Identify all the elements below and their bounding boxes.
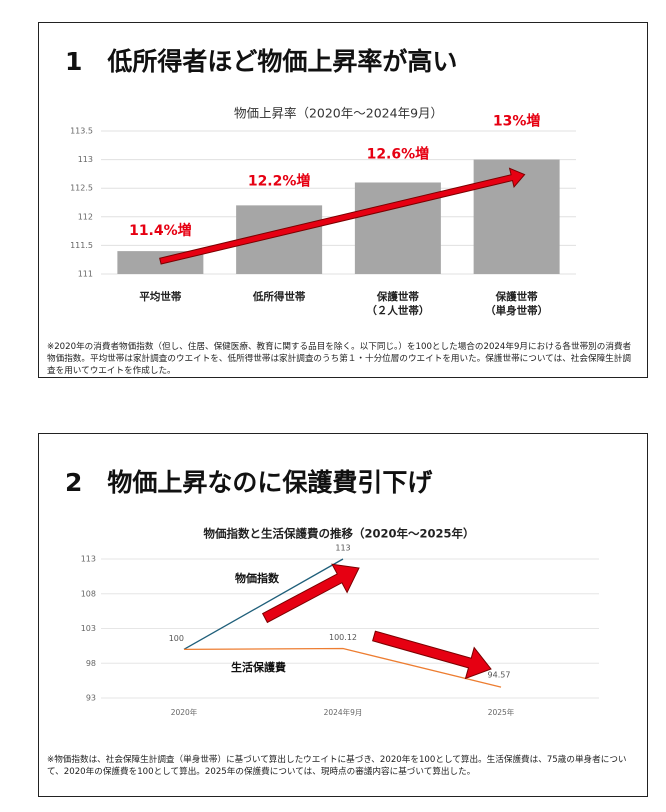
- line: [183, 558, 344, 650]
- x-tick-label: 2024年9月: [324, 707, 363, 717]
- annotation: 12.6%増: [367, 145, 430, 162]
- line: [183, 647, 502, 688]
- data-label: 100: [169, 634, 184, 643]
- y-tick-label: 108: [81, 589, 96, 598]
- arrow: [372, 630, 492, 680]
- y-tick-label: 113: [78, 155, 93, 164]
- x-tick-label: 平均世帯: [139, 290, 181, 303]
- y-tick-label: 93: [86, 694, 96, 703]
- x-tick-label: 保護世帯（単身世帯）: [485, 290, 548, 317]
- y-tick-label: 113: [81, 555, 96, 564]
- x-tick-label: 保護世帯（２人世帯）: [366, 290, 429, 317]
- y-tick-label: 111: [78, 270, 93, 279]
- data-label: 100.12: [329, 633, 357, 642]
- y-tick-label: 112: [78, 212, 93, 221]
- annotation: 11.4%増: [129, 222, 192, 239]
- slide-heading: 2 物価上昇なのに保護費引下げ: [65, 468, 433, 497]
- x-tick-label: 2020年: [171, 707, 198, 717]
- y-tick-label: 112.5: [70, 184, 93, 193]
- annotation: 12.2%増: [248, 172, 311, 189]
- chart-title: 物価指数と生活保護費の推移（2020年～2025年）: [203, 527, 474, 541]
- data-label: 94.57: [488, 671, 511, 680]
- note: ※物価指数は、社会保障生計調査（単身世帯）に基づいて算出したウエイトに基づき、2…: [47, 755, 627, 777]
- data-label: 113: [335, 544, 350, 553]
- x-tick-label: 2025年: [488, 707, 515, 717]
- slide: 1 低所得者ほど物価上昇率が高い物価上昇率（2020年～2024年9月） 111 1…: [38, 22, 648, 378]
- y-tick-label: 103: [81, 624, 96, 633]
- note: ※2020年の消費者物価指数（但し、住居、保健医療、教育に関する品目を除く。以下…: [47, 342, 632, 376]
- arrow: [261, 563, 360, 624]
- y-tick-label: 111.5: [70, 241, 93, 250]
- arrow: [159, 167, 526, 265]
- series-label: 物価指数: [235, 571, 280, 585]
- annotation: 13%増: [493, 113, 541, 130]
- chart-title: 物価上昇率（2020年～2024年9月）: [234, 106, 443, 121]
- y-tick-label: 98: [86, 659, 96, 668]
- series-label: 生活保護費: [231, 660, 286, 674]
- slide: 2 物価上昇なのに保護費引下げ物価指数と生活保護費の推移（2020年～2025年…: [38, 433, 648, 797]
- y-tick-label: 113.5: [70, 127, 93, 136]
- slide-heading: 1 低所得者ほど物価上昇率が高い: [65, 47, 457, 76]
- x-tick-label: 低所得世帯: [252, 290, 306, 303]
- chart: 2 物価上昇なのに保護費引下げ物価指数と生活保護費の推移（2020年～2025年…: [65, 468, 599, 717]
